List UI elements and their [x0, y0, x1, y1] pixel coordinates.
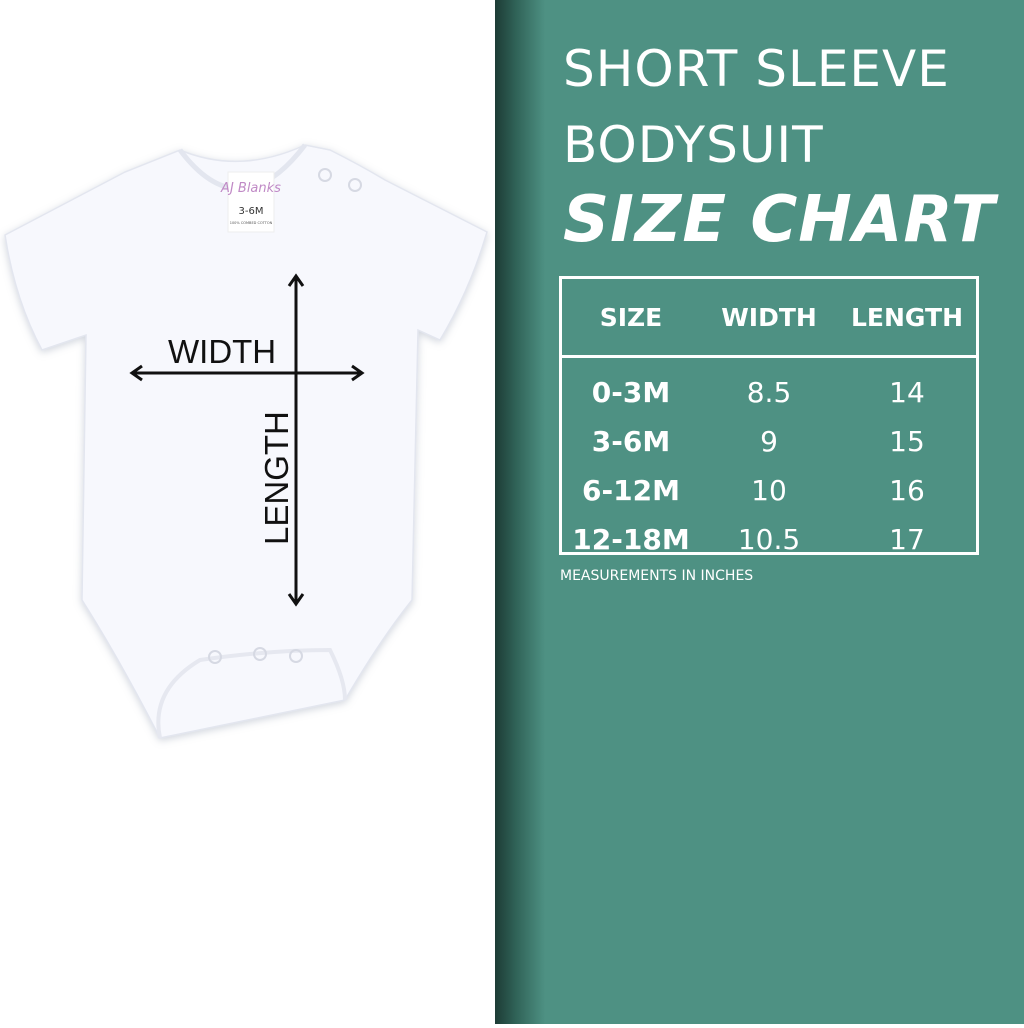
title-size-chart: SIZE CHART — [563, 183, 996, 257]
tag-size: 3-6M — [239, 206, 264, 217]
table-row: 6-12M 10 16 — [562, 466, 976, 515]
header-width: WIDTH — [721, 302, 817, 332]
panel-shadow — [495, 0, 545, 1024]
garment-tag: AJ Blanks 3-6M 100% COMBED COTTON — [220, 171, 281, 233]
cell-length: 17 — [889, 523, 925, 556]
product-image-panel: AJ Blanks 3-6M 100% COMBED COTTON WIDTH … — [0, 0, 495, 1024]
cell-length: 15 — [889, 425, 925, 458]
title-line-2: BODYSUIT — [563, 116, 824, 174]
cell-width: 10 — [751, 474, 787, 507]
cell-width: 10.5 — [737, 523, 801, 556]
cell-size: 0-3M — [591, 376, 671, 409]
cell-width: 8.5 — [746, 376, 792, 409]
length-label: LENGTH — [258, 411, 295, 545]
width-arrow — [129, 364, 365, 382]
title-line-1: SHORT SLEEVE — [563, 40, 950, 98]
header-length: LENGTH — [851, 302, 963, 332]
table-header: SIZE WIDTH LENGTH — [562, 279, 976, 358]
measurement-note: MEASUREMENTS IN INCHES — [560, 568, 754, 584]
cell-size: 6-12M — [582, 474, 680, 507]
table-row: 0-3M 8.5 14 — [562, 368, 976, 417]
bodysuit-illustration: AJ Blanks 3-6M 100% COMBED COTTON WIDTH … — [4, 143, 488, 739]
size-chart-panel: SHORT SLEEVE BODYSUIT SIZE CHART SIZE WI… — [495, 0, 1024, 1024]
bodysuit-shape — [4, 144, 488, 739]
width-label: WIDTH — [168, 333, 276, 370]
length-arrow — [287, 273, 305, 607]
header-size: SIZE — [599, 302, 663, 332]
cell-width: 9 — [760, 425, 778, 458]
cell-size: 12-18M — [572, 523, 690, 556]
table-row: 3-6M 9 15 — [562, 417, 976, 466]
table-row: 12-18M 10.5 17 — [562, 515, 976, 564]
cell-length: 16 — [889, 474, 925, 507]
cell-size: 3-6M — [591, 425, 671, 458]
tag-fabric: 100% COMBED COTTON — [230, 221, 273, 225]
size-table: SIZE WIDTH LENGTH 0-3M 8.5 14 3-6M 9 15 … — [559, 276, 979, 556]
cell-length: 14 — [889, 376, 925, 409]
tag-brand: AJ Blanks — [220, 181, 281, 196]
